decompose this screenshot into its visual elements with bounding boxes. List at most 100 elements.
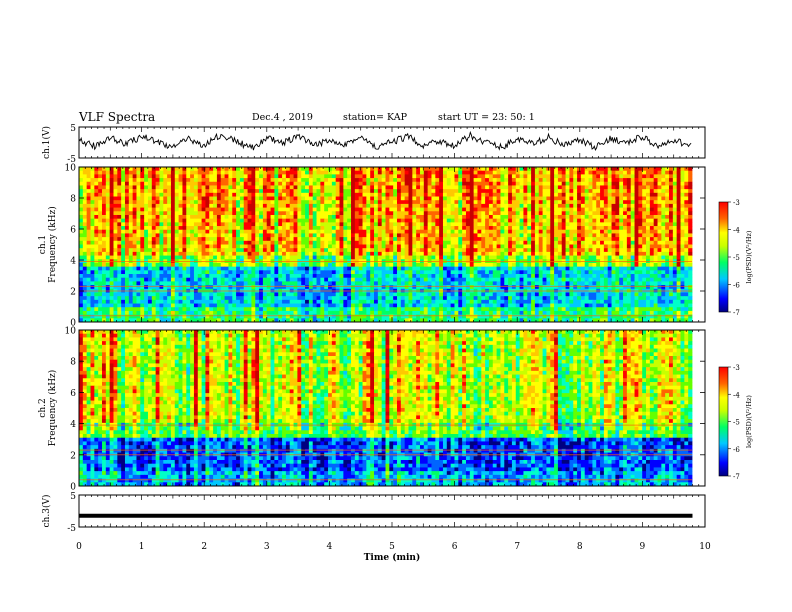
spectrogram-cell [186,181,191,186]
spectrogram-cell [638,255,643,260]
spectrogram-cell [243,218,248,223]
spectrogram-cell [331,218,337,223]
spectrogram-cell [623,262,628,268]
spectrogram-cell [546,174,551,179]
spectrogram-cell [224,266,229,271]
spectrogram-cell [251,167,256,172]
spectrogram-cell [619,174,624,179]
spectrogram-cell [358,192,363,197]
spectrogram-cell [163,192,168,197]
spectrogram-cell [408,255,413,260]
spectrogram-cell [335,255,340,260]
spectrogram-cell [209,178,214,183]
spectrogram-cell [247,255,252,260]
spectrogram-cell [381,189,386,194]
spectrogram-cell [607,277,612,282]
spectrogram-cell [546,196,551,201]
spectrogram-cell [201,185,206,190]
spectrogram-cell [305,248,310,253]
spectrogram-cell [354,251,360,256]
spectrogram-cell [550,274,555,279]
spectrogram-cell [389,255,394,260]
spectrogram-cell [128,200,134,205]
spectrogram-cell [351,274,356,279]
spectrogram-cell [132,207,137,212]
spectrogram-cell [661,262,666,268]
spectrogram-cell [90,277,95,282]
spectrogram-cell [312,200,317,205]
spectrogram-cell [561,170,566,175]
spectrogram-cell [216,185,222,190]
spectrogram-cell [328,248,333,253]
spectrogram-cell [343,244,348,249]
spectrogram-cell [462,196,467,201]
spectrogram-cell [542,207,547,212]
spectrogram-cell [404,200,409,205]
spectrogram-cell [105,274,111,279]
spectrogram-cell [167,189,172,194]
spectrogram-cell [328,229,333,234]
spectrogram-cell [515,207,520,212]
spectrogram-cell [538,203,543,208]
spectrogram-cell [163,214,168,220]
spectrogram-cell [408,218,413,223]
spectrogram-cell [308,181,314,186]
spectrogram-cell [182,185,187,190]
spectrogram-cell [661,222,666,227]
spectrogram-cell [485,189,490,194]
spectrogram-cell [232,266,237,271]
spectrogram-cell [408,277,413,282]
spectrogram-cell [462,181,467,186]
spectrogram-cell [374,226,379,231]
spectrogram-cell [174,274,180,279]
spectrogram-cell [358,203,363,208]
spectrogram-cell [538,237,543,242]
spectrogram-cell [419,167,425,172]
spectrogram-cell [435,178,440,183]
spectrogram-cell [220,214,225,220]
spectrogram-cell [301,277,306,282]
spectrogram-cell [569,196,574,201]
spectrogram-cell [626,233,632,238]
spectrogram-cell [251,274,256,279]
spectrogram-cell [270,262,275,268]
spectrogram-cell [347,200,352,205]
spectrogram-cell [557,248,563,253]
spectrogram-cell [374,229,379,234]
spectrogram-cell [630,196,635,201]
spectrogram-cell [584,192,589,197]
spectrogram-cell [408,178,413,183]
spectrogram-cell [515,174,520,179]
spectrogram-cell [155,207,160,212]
spectrogram-cell [251,262,256,268]
spectrogram-cell [454,251,459,256]
spectrogram-cell [109,192,114,197]
spectrogram-cell [205,178,210,183]
spectrogram-cell [515,226,520,231]
spectrogram-cell [669,240,674,245]
spectrogram-cell [186,233,191,238]
spectrogram-cell [205,270,210,275]
spectrogram-cell [282,248,287,253]
spectrogram-cell [377,233,383,238]
spectrogram-cell [680,189,685,194]
spectrogram-cell [416,226,421,231]
spectrogram-cell [121,181,126,186]
spectrogram-cell [308,214,314,220]
spectrogram-cell [688,192,693,197]
spectrogram-cell [385,251,390,256]
spectrogram-cell [435,244,440,249]
spectrogram-cell [511,255,517,260]
spectrogram-cell [220,222,225,227]
spectrogram-cell [477,251,482,256]
spectrogram-cell [458,244,463,249]
spectrogram-cell [623,240,628,245]
spectrogram-cell [623,248,628,253]
spectrogram-cell [607,211,612,216]
spectrogram-cell [316,244,321,249]
spectrogram-cell [216,270,222,275]
spectrogram-cell [611,200,616,205]
spectrogram-cell [358,277,363,282]
spectrogram-cell [224,170,229,175]
spectrogram-cell [500,222,505,227]
